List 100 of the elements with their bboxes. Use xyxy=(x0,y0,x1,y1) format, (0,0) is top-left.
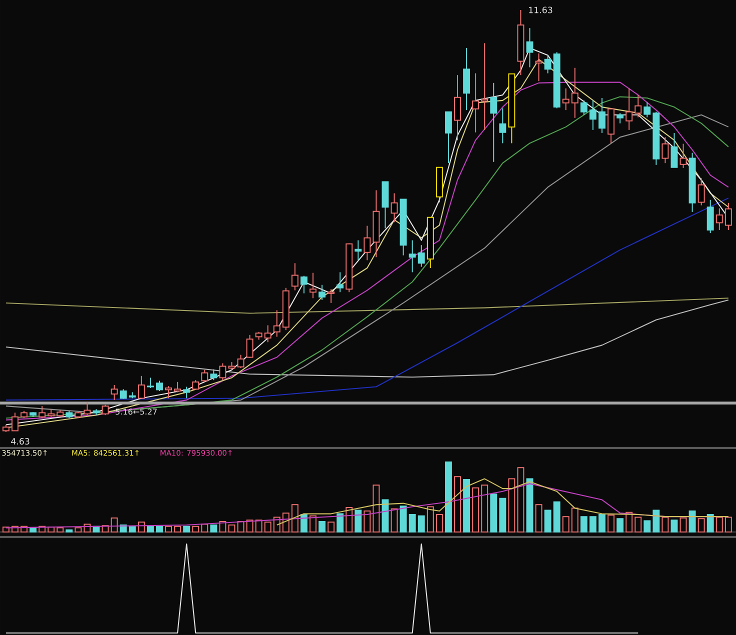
bar xyxy=(66,529,73,532)
bar xyxy=(165,526,172,532)
bar xyxy=(310,515,316,532)
bar xyxy=(102,525,109,532)
candlestick xyxy=(688,152,696,212)
text: 4.63 xyxy=(11,438,30,445)
bar xyxy=(390,508,398,532)
bar xyxy=(228,524,236,532)
bar xyxy=(56,527,64,532)
bar xyxy=(608,514,614,532)
candlestick xyxy=(517,9,524,76)
candlestick xyxy=(472,72,480,133)
bar xyxy=(688,510,696,532)
candlestick xyxy=(562,88,570,111)
bar xyxy=(499,498,506,532)
candlestick xyxy=(454,74,461,141)
bar xyxy=(20,526,28,532)
candlestick xyxy=(408,240,416,273)
candlestick xyxy=(490,82,498,162)
bar xyxy=(156,526,163,532)
bar xyxy=(436,514,443,532)
candlestick xyxy=(626,88,633,130)
bar xyxy=(282,512,290,532)
bar xyxy=(616,518,624,532)
bar xyxy=(598,514,606,532)
bar xyxy=(255,520,262,532)
bar xyxy=(354,510,362,532)
bar xyxy=(670,520,678,532)
bar xyxy=(264,522,272,532)
candlestick xyxy=(400,198,407,256)
bar xyxy=(273,516,280,532)
candlestick xyxy=(390,192,398,223)
candlestick xyxy=(372,190,380,258)
candlestick xyxy=(354,240,362,261)
bar xyxy=(408,514,416,532)
candlestick xyxy=(138,375,145,399)
bar xyxy=(454,476,461,532)
candlestick xyxy=(310,272,316,299)
candlestick xyxy=(481,42,488,130)
bar xyxy=(698,518,705,532)
bar xyxy=(562,516,570,532)
bar xyxy=(706,514,714,532)
candlestick xyxy=(535,52,542,82)
bar xyxy=(553,501,560,532)
candlestick xyxy=(382,181,389,229)
candlestick xyxy=(499,108,506,144)
candlestick xyxy=(608,108,614,144)
bar xyxy=(372,484,380,532)
bar xyxy=(183,526,190,532)
bar xyxy=(652,510,660,532)
bar xyxy=(644,520,651,532)
bar xyxy=(418,515,425,532)
bar xyxy=(724,516,732,532)
bar xyxy=(110,517,118,532)
bar xyxy=(300,514,308,532)
bar xyxy=(364,510,371,532)
candlestick xyxy=(291,262,298,291)
bar xyxy=(490,494,498,532)
bar xyxy=(328,522,335,532)
annotation: 5.16←5.27 xyxy=(116,408,157,415)
bar xyxy=(544,510,552,532)
bar xyxy=(472,487,480,532)
bar xyxy=(589,516,596,532)
bar xyxy=(128,526,136,532)
candlestick xyxy=(724,202,732,231)
bar xyxy=(12,526,18,532)
bar xyxy=(318,520,326,532)
candlestick xyxy=(598,98,606,134)
candlestick xyxy=(418,244,425,268)
bar xyxy=(662,516,669,532)
candlestick xyxy=(364,225,371,261)
candlestick xyxy=(526,28,534,68)
candlestick xyxy=(634,94,642,118)
bar xyxy=(580,516,588,532)
bar xyxy=(201,524,208,532)
bar xyxy=(400,506,407,532)
candlestick xyxy=(463,47,470,111)
bar xyxy=(336,513,344,532)
bar xyxy=(210,524,218,532)
candlestick xyxy=(571,67,578,118)
bar xyxy=(84,524,91,532)
bar xyxy=(517,467,524,532)
bar xyxy=(426,506,434,532)
bar xyxy=(481,484,488,532)
candlestick xyxy=(426,216,434,269)
bar xyxy=(237,520,244,532)
bar xyxy=(626,512,633,532)
annotation: 11.63 xyxy=(529,6,552,14)
bar xyxy=(535,504,542,532)
candlestick xyxy=(12,412,18,432)
bar xyxy=(463,478,470,532)
candlestick xyxy=(436,166,443,203)
bar xyxy=(508,478,516,532)
bar xyxy=(192,526,200,532)
bar xyxy=(146,525,154,532)
bar xyxy=(174,526,182,532)
bar xyxy=(38,526,46,532)
bar xyxy=(74,527,82,532)
bar xyxy=(716,516,723,532)
bar xyxy=(680,517,687,532)
